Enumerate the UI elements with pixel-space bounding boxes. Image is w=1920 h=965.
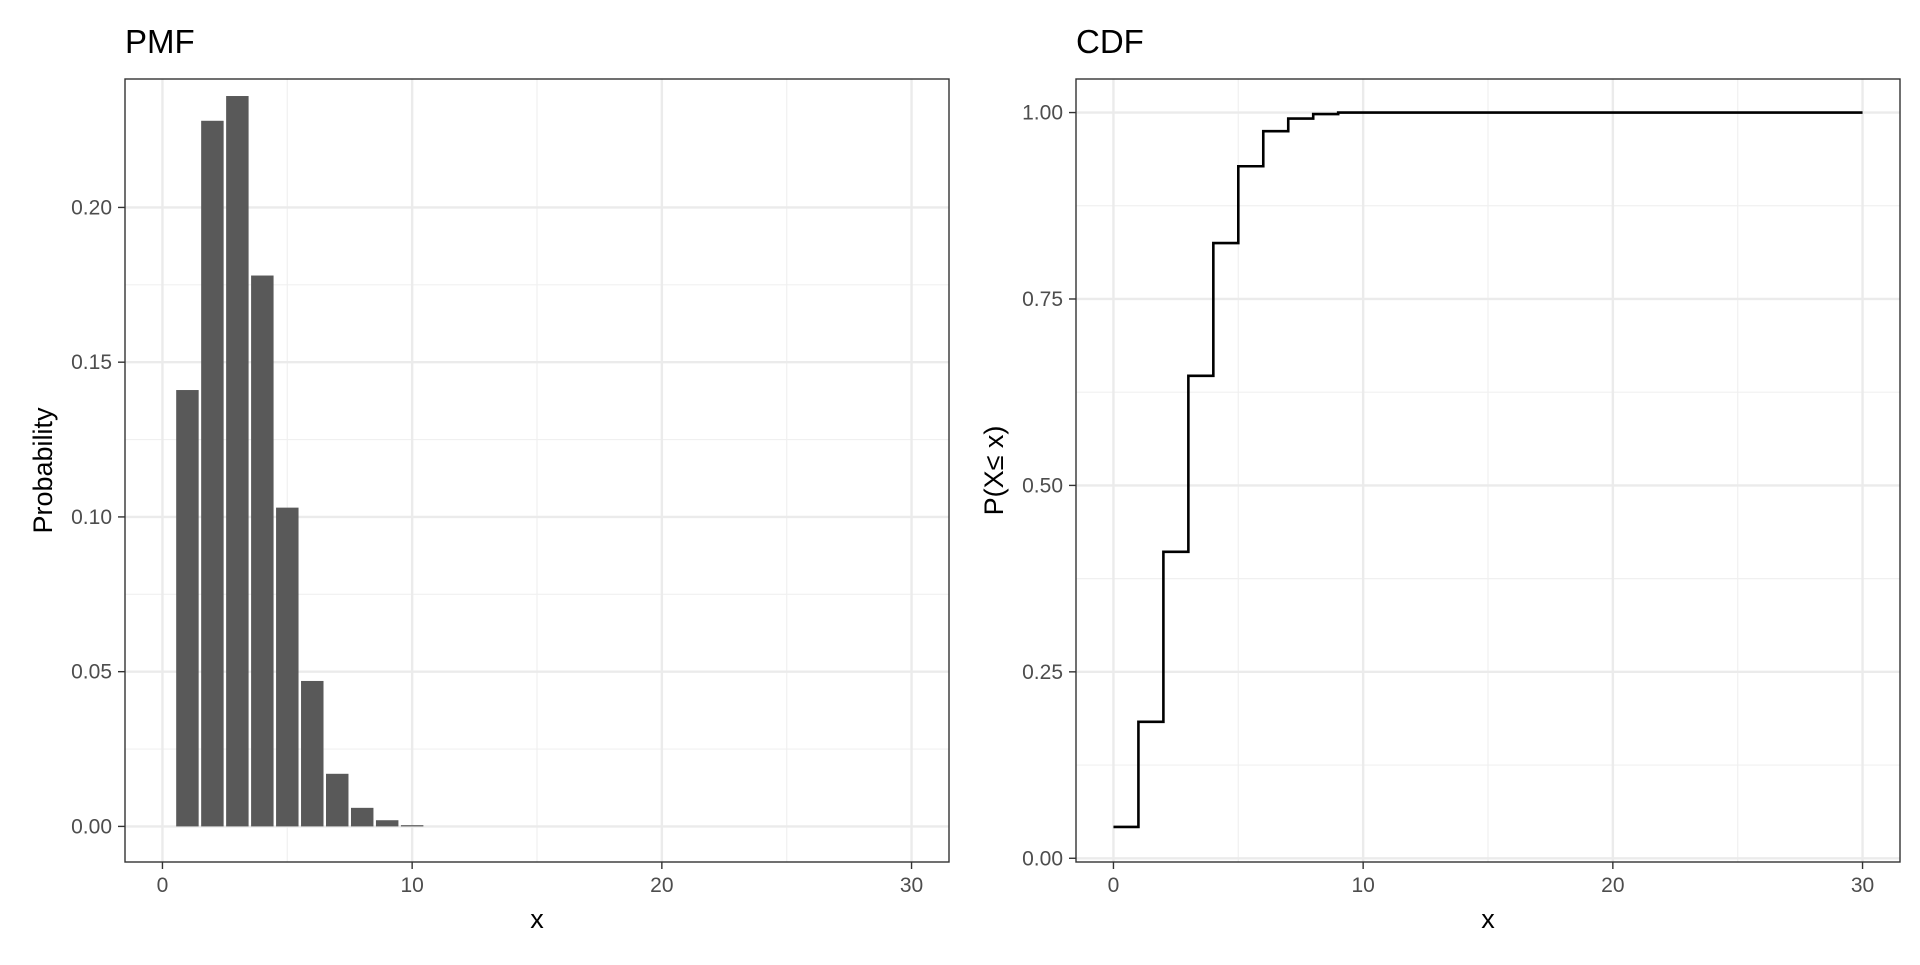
- y-tick-label: 0.75: [1022, 288, 1063, 311]
- bar-x-8: [350, 807, 374, 827]
- bar-x-9: [375, 820, 399, 827]
- bar-x-6: [301, 680, 324, 827]
- x-tick-label: 10: [400, 874, 423, 897]
- bar-x-10: [400, 825, 424, 827]
- bar-x-1: [176, 390, 199, 827]
- bar-x-3: [226, 96, 249, 827]
- cdf-step-line: [1113, 111, 1863, 829]
- panel-border: [124, 78, 950, 863]
- y-tick-label: 0.25: [1022, 661, 1063, 684]
- y-tick-label: 1.00: [1022, 102, 1063, 125]
- x-axis-title: x: [1481, 904, 1495, 934]
- x-tick-label: 20: [650, 874, 673, 897]
- y-tick-label: 0.20: [71, 196, 112, 219]
- x-tick-label: 20: [1601, 874, 1624, 897]
- chart-title: PMF: [125, 23, 195, 60]
- bar-x-5: [276, 507, 299, 827]
- cdf-panel: 0 10 20 30 0.00 0.25 0.50 0.75 1.00 CDF x P(X≤ x): [979, 23, 1901, 934]
- x-tick-label: 0: [157, 874, 169, 897]
- bar-x-2: [201, 120, 224, 827]
- y-axis-title: P(X≤ x): [979, 426, 1009, 516]
- y-tick-label: 0.15: [71, 351, 112, 374]
- y-tick-label: 0.10: [71, 506, 112, 529]
- y-tick-label: 0.00: [1022, 847, 1063, 870]
- y-axis-title: Probability: [28, 407, 58, 534]
- y-tick-label: 0.50: [1022, 474, 1063, 497]
- x-tick-label: 30: [1851, 874, 1874, 897]
- bar-x-4: [251, 275, 274, 827]
- chart-title: CDF: [1076, 23, 1144, 60]
- pmf-panel: 0 10 20 30 0.00 0.05 0.10 0.15 0.20 PMF x Probabili…: [28, 23, 950, 934]
- panel-border: [1075, 78, 1901, 863]
- x-tick-label: 0: [1108, 874, 1120, 897]
- x-axis-title: x: [530, 904, 544, 934]
- y-tick-label: 0.00: [71, 815, 112, 838]
- x-tick-label: 10: [1351, 874, 1374, 897]
- x-tick-label: 30: [900, 874, 923, 897]
- y-tick-label: 0.05: [71, 661, 112, 684]
- bar-x-7: [326, 773, 349, 827]
